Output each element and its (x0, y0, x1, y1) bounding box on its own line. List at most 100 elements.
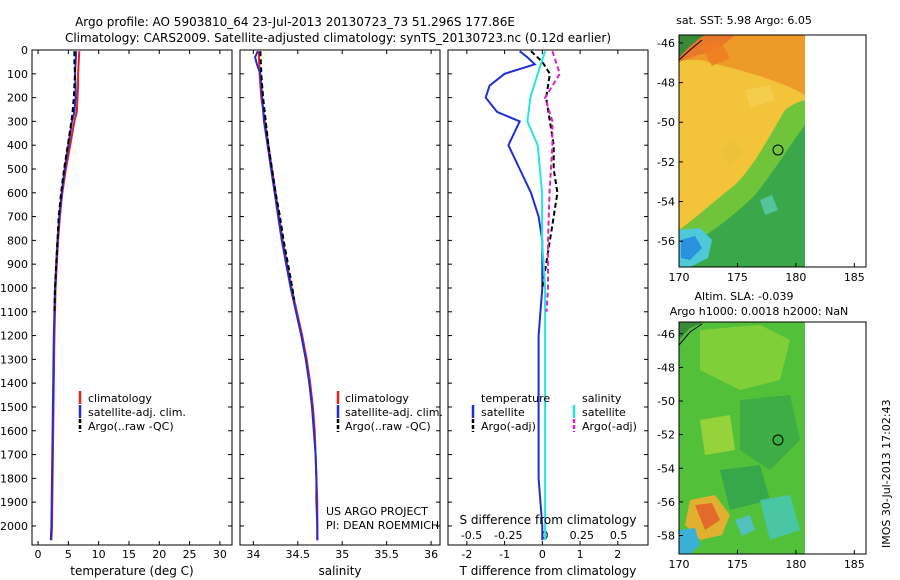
series-line-s-satellite (526, 50, 547, 541)
map-y-tick-label: -48 (657, 77, 675, 90)
legend-label-t-satellite: satellite (481, 406, 525, 419)
map-y-tick-label: -46 (657, 37, 675, 50)
sla-map-frame (678, 321, 867, 555)
map-y-tick-label: -50 (657, 395, 675, 408)
sla-map-subtitle: Argo h1000: 0.0018 h2000: NaN (670, 305, 849, 318)
legend-label-climatology: climatology (345, 392, 409, 405)
map-y-tick-label: -54 (657, 462, 675, 475)
series-line-t-satellite (484, 50, 544, 541)
credit-project: US ARGO PROJECT (326, 505, 428, 518)
x-tick-label: 35.5 (374, 548, 399, 561)
sst-map-title: sat. SST: 5.98 Argo: 6.05 (676, 14, 812, 27)
x-tick-label: 36 (424, 548, 438, 561)
map-x-tick-label: 170 (669, 558, 690, 571)
depth-tick-label: 800 (7, 234, 28, 247)
x-tick-label: 25 (183, 548, 197, 561)
depth-tick-label: 200 (7, 92, 28, 105)
timestamp-stamp: IMOS 30-Jul-2013 17:02:43 (880, 399, 893, 548)
map-x-tick-label: 170 (669, 271, 690, 284)
difference-profiles (484, 50, 561, 541)
map-y-tick-label: -52 (657, 156, 675, 169)
map-x-tick-label: 180 (785, 271, 806, 284)
map-y-tick-label: -52 (657, 429, 675, 442)
legend-label-argo: Argo(..raw -QC) (88, 420, 174, 433)
x-tick-label: 1 (577, 548, 584, 561)
difference-panel-frame (447, 49, 649, 546)
s-difference-xlabel: S difference from climatology (460, 513, 637, 527)
x-tick-label: 30 (213, 548, 227, 561)
map-y-tick-label: -46 (657, 328, 675, 341)
legend-label-s-argo: Argo(-adj) (582, 420, 637, 433)
x-tick-label: -1 (499, 548, 510, 561)
difference-legend: temperature salinity satellite Argo(-adj… (471, 392, 637, 433)
temperature-xlabel: temperature (deg C) (70, 564, 193, 578)
x-tick-label: 0 (539, 548, 546, 561)
series-line-argo-raw-qc- (53, 51, 77, 312)
depth-tick-label: 1400 (0, 377, 28, 390)
x-tick-label: 15 (122, 548, 136, 561)
sla-map-title: Altim. SLA: -0.039 (694, 290, 793, 303)
legend-label-s-satellite: satellite (582, 406, 626, 419)
depth-tick-label: 2000 (0, 520, 28, 533)
salinity-xlabel: salinity (318, 564, 361, 578)
temperature-profiles (49, 51, 81, 541)
legend-label-t-argo: Argo(-adj) (481, 420, 536, 433)
figure-title-line2: Climatology: CARS2009. Satellite-adjuste… (65, 31, 611, 45)
depth-tick-label: 1900 (0, 496, 28, 509)
x-tick-label: 35 (335, 548, 349, 561)
depth-tick-label: 1800 (0, 472, 28, 485)
legend-label-satellite: satellite-adj. clim. (345, 406, 443, 419)
temperature-panel-frame (31, 49, 233, 546)
map-x-tick-label: 175 (727, 558, 748, 571)
salinity-difference-x-axis: -0.5 -0.25 0 0.25 0.5 (461, 529, 628, 542)
x-tick-label: 34.5 (286, 548, 311, 561)
argo-location-marker-sla (772, 434, 784, 446)
argo-location-marker-sst (772, 144, 784, 156)
depth-tick-label: 400 (7, 139, 28, 152)
series-line-s-argo-adj- (544, 50, 561, 312)
x-tick-label: 5 (65, 548, 72, 561)
salinity-profiles (254, 50, 319, 541)
x-tick-label: 2 (614, 548, 621, 561)
map-y-tick-label: -56 (657, 496, 675, 509)
s-tick-label: -0.25 (494, 529, 522, 542)
depth-tick-label: 600 (7, 187, 28, 200)
salinity-x-axis: 34 34.5 35 35.5 36 (246, 50, 438, 561)
credit-pi: PI: DEAN ROEMMICH (326, 519, 439, 532)
s-tick-label: 0.25 (570, 529, 595, 542)
depth-tick-label: 300 (7, 115, 28, 128)
legend-label-climatology: climatology (88, 392, 152, 405)
difference-x-axis: -2 -1 0 1 2 (461, 50, 621, 561)
sst-map-axes: 170 175 180 185 -46 -48 -50 -52 -54 -56 (657, 37, 865, 284)
series-line-satellite-adj-clim- (254, 50, 319, 541)
depth-tick-label: 1600 (0, 425, 28, 438)
depth-tick-label: 0 (21, 44, 28, 57)
temperature-x-axis: 0 5 10 15 20 25 30 (35, 50, 227, 561)
legend-title-temperature: temperature (481, 392, 550, 405)
depth-tick-label: 1300 (0, 353, 28, 366)
map-y-tick-label: -54 (657, 196, 675, 209)
x-tick-label: 10 (92, 548, 106, 561)
depth-tick-label: 700 (7, 211, 28, 224)
map-y-tick-label: -48 (657, 361, 675, 374)
s-tick-label: -0.5 (461, 529, 482, 542)
depth-tick-label: 1700 (0, 449, 28, 462)
depth-tick-label: 1000 (0, 282, 28, 295)
depth-tick-label: 900 (7, 258, 28, 271)
x-tick-label: 20 (152, 548, 166, 561)
sst-map-image (679, 35, 805, 267)
t-difference-xlabel: T difference from climatology (459, 564, 637, 578)
map-y-tick-label: -58 (657, 530, 675, 543)
salinity-legend: climatology satellite-adj. clim. Argo(..… (336, 391, 443, 433)
map-x-tick-label: 185 (844, 558, 865, 571)
legend-title-salinity: salinity (582, 392, 622, 405)
s-tick-label: 0.5 (610, 529, 628, 542)
x-tick-label: 0 (35, 548, 42, 561)
map-x-tick-label: 180 (785, 558, 806, 571)
legend-label-satellite: satellite-adj. clim. (88, 406, 186, 419)
depth-tick-label: 1100 (0, 306, 28, 319)
sla-map-image (679, 322, 805, 554)
x-tick-label: 34 (246, 548, 260, 561)
series-line-climatology (257, 51, 319, 541)
